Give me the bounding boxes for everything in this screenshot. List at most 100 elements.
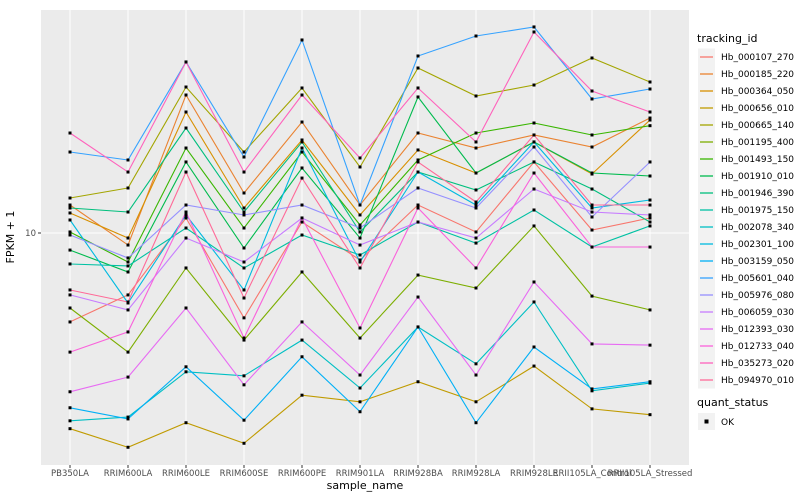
data-point-marker [474,362,478,366]
legend-entry: Hb_001493_150 [698,150,794,168]
data-point-marker [242,170,246,174]
data-point-marker [68,293,72,297]
legend-entry: Hb_001975_150 [698,201,794,219]
data-point-marker [126,186,130,190]
data-point-marker [532,133,536,137]
data-point-marker [242,418,246,422]
legend-entry: Hb_001195_400 [698,133,794,151]
data-point-marker [590,203,594,207]
data-point-marker [358,253,362,257]
data-point-marker [590,407,594,411]
data-point-marker [648,198,652,202]
legend-entry-label: Hb_001910_010 [721,172,794,182]
data-point-marker [590,171,594,175]
data-point-marker [648,116,652,120]
data-point-marker [474,146,478,150]
data-point-marker [358,203,362,207]
data-point-marker [184,421,188,425]
data-point-marker [416,206,420,210]
data-point-marker [184,236,188,240]
x-tick-label: RRII105LA_Control [553,469,632,479]
data-point-marker [358,223,362,227]
data-point-marker [242,338,246,342]
data-point-marker [416,158,420,162]
legend-entry-label: Hb_012733_040 [721,342,794,352]
data-point-marker [68,196,72,200]
legend-entry-label: Hb_005976_080 [721,291,794,301]
x-tick-label: RRIM600LE [162,469,210,479]
data-point-marker [416,273,420,277]
legend-entry-label: Hb_000185_220 [721,70,794,80]
legend-entry-label: Hb_000665_140 [721,121,794,131]
data-point-marker [474,373,478,377]
data-point-marker [358,243,362,247]
legend-entry-label: Hb_001195_400 [721,138,794,148]
data-point-marker [358,156,362,160]
data-point-marker [126,243,130,247]
data-point-marker [68,306,72,310]
data-point-marker [242,226,246,230]
data-point-marker [474,266,478,270]
data-point-marker [242,336,246,340]
data-point-marker [300,203,304,207]
data-point-marker [242,316,246,320]
data-point-marker [532,145,536,149]
data-point-marker [184,306,188,310]
data-point-marker [648,220,652,224]
data-point-marker [532,30,536,34]
data-point-marker [242,266,246,270]
legend-entry: Hb_000665_140 [698,116,794,134]
data-point-marker [648,413,652,417]
legend-entry-label: Hb_012393_030 [721,325,794,335]
data-point-marker [648,118,652,122]
legend-title-tracking-id: tracking_id [697,32,758,45]
data-point-marker [590,294,594,298]
legend-label-ok: OK [721,418,735,428]
legend-entry: Hb_012733_040 [698,337,794,355]
data-point-marker [590,56,594,60]
data-point-marker [648,380,652,384]
data-point-marker [648,343,652,347]
data-point-marker [126,264,130,268]
x-tick-label: RRIM600SE [220,469,269,479]
data-point-marker [532,25,536,29]
data-point-marker [300,220,304,224]
data-point-marker [184,60,188,64]
data-point-marker [474,140,478,144]
data-point-marker [416,325,420,329]
data-point-marker [184,126,188,130]
data-point-marker [126,415,130,419]
data-point-marker [184,146,188,150]
data-point-marker [242,296,246,300]
data-point-marker [300,176,304,180]
data-point-marker [590,215,594,219]
data-point-marker [184,370,188,374]
data-point-marker [416,160,420,164]
legend-entry: Hb_000185_220 [698,65,794,83]
data-point-marker [474,286,478,290]
data-point-marker [474,203,478,207]
legend-entry: Hb_035273_020 [698,354,794,372]
data-point-marker [416,131,420,135]
data-point-marker [474,241,478,245]
data-point-marker [126,350,130,354]
data-point-marker [184,266,188,270]
x-tick-label: PB350LA [51,469,89,479]
data-point-marker [300,140,304,144]
legend-entry-label: Hb_001975_150 [721,206,794,216]
data-point-marker [184,170,188,174]
data-point-marker [184,85,188,89]
data-point-marker [648,124,652,128]
data-point-marker [648,308,652,312]
data-point-marker [590,133,594,137]
data-point-marker [68,233,72,237]
data-point-marker [300,355,304,359]
data-point-marker [242,374,246,378]
data-point-marker [590,342,594,346]
data-point-marker [126,417,130,421]
legend-entry-label: Hb_001946_390 [721,189,794,199]
data-point-marker [126,300,130,304]
data-point-marker [416,295,420,299]
data-point-marker [590,387,594,391]
